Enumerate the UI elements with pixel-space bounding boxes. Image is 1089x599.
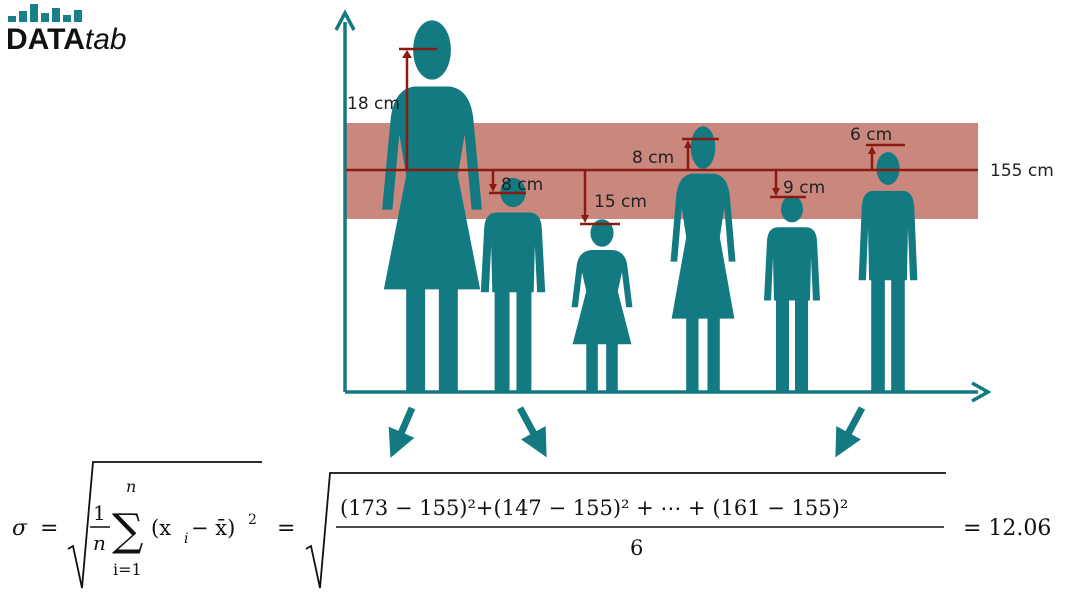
summand-square: 2 bbox=[248, 512, 257, 528]
pointer-arrow-2-icon bbox=[516, 406, 547, 458]
deviation-label-5: 9 cm bbox=[783, 178, 825, 198]
mean-label: 155 cm bbox=[990, 161, 1054, 181]
fraction-numerator: 1 bbox=[93, 501, 106, 525]
pointer-arrows bbox=[388, 406, 866, 458]
person-5-man-icon bbox=[764, 195, 820, 392]
datatab-logo: DATAtab bbox=[6, 2, 136, 58]
sum-upper-limit: n bbox=[126, 477, 136, 496]
pointer-arrow-3-icon bbox=[835, 406, 866, 458]
fraction-denominator: n bbox=[93, 531, 106, 555]
result-value: = 12.06 bbox=[963, 516, 1051, 541]
deviation-markers bbox=[399, 47, 905, 226]
deviation-label-4: 8 cm bbox=[632, 148, 674, 168]
pointer-arrow-1-icon bbox=[388, 406, 416, 458]
logo-bars-icon bbox=[8, 4, 84, 22]
radical-2-icon bbox=[305, 472, 946, 589]
equals-1: = bbox=[40, 516, 58, 541]
equals-2: = bbox=[277, 516, 295, 541]
sum-icon: ∑ bbox=[112, 505, 143, 556]
deviation-label-3: 15 cm bbox=[594, 192, 647, 212]
y-axis-arrow-icon bbox=[334, 9, 356, 31]
summand-close: − x̄) bbox=[191, 516, 235, 540]
radical-1-icon bbox=[67, 461, 262, 589]
sigma-symbol: σ bbox=[12, 516, 28, 541]
person-3-girl-icon bbox=[571, 219, 633, 392]
x-axis-arrow-icon bbox=[971, 381, 992, 403]
numerator-expression: (173 − 155)²+(147 − 155)² + ⋯ + (161 − 1… bbox=[340, 496, 848, 520]
deviation-label-6: 6 cm bbox=[850, 125, 892, 145]
sum-lower-limit: i=1 bbox=[113, 560, 142, 579]
summand-subscript: i bbox=[184, 531, 188, 547]
standard-deviation-formula: σ = 1 n n ∑ i=1 (x i − x̄) 2 = (173 − 15… bbox=[12, 461, 1051, 589]
deviation-label-2: 8 cm bbox=[501, 175, 543, 195]
deviation-label-1: 18 cm bbox=[347, 94, 400, 114]
summand-open: (x bbox=[151, 516, 171, 540]
logo-wordmark: DATAtab bbox=[6, 23, 127, 56]
denominator-value: 6 bbox=[630, 536, 643, 560]
